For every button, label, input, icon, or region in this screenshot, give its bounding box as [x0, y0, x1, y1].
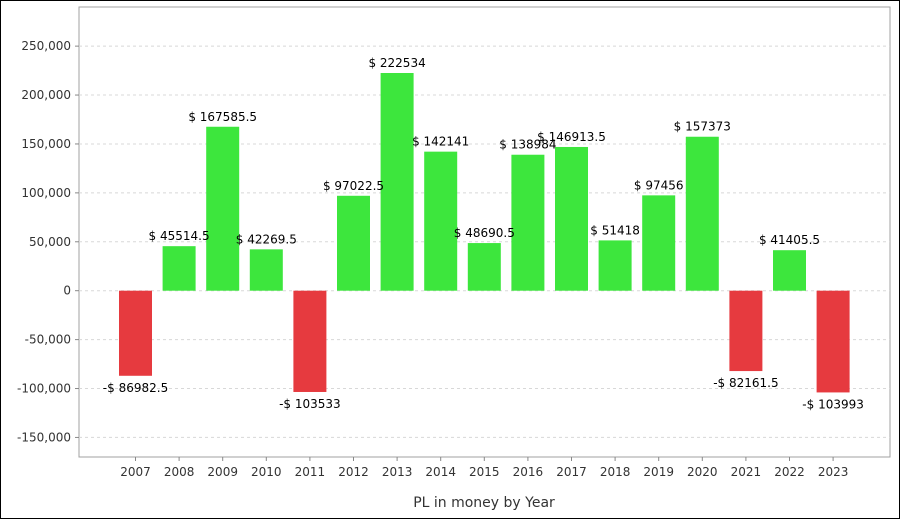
y-tick-label: 250,000 [21, 39, 71, 53]
x-tick-label: 2015 [469, 465, 500, 479]
y-tick-label: 0 [63, 284, 71, 298]
x-tick-label: 2020 [687, 465, 718, 479]
data-label-2014: $ 142141 [412, 135, 469, 149]
data-label-2023: -$ 103993 [802, 397, 864, 411]
data-label-2009: $ 167585.5 [188, 110, 257, 124]
bar-2010 [249, 249, 283, 291]
x-tick-label: 2008 [164, 465, 195, 479]
x-tick-label: 2017 [556, 465, 587, 479]
data-label-2021: -$ 82161.5 [713, 376, 778, 390]
y-tick-label: 50,000 [29, 235, 71, 249]
y-tick-label: -100,000 [17, 382, 71, 396]
y-axis-ticks: 250,000 200,000 150,000 100,000 50,000 0 -50,0… [17, 39, 79, 444]
y-tick-label: 150,000 [21, 137, 71, 151]
bar-2015 [467, 243, 501, 291]
bar-2009 [206, 126, 240, 291]
x-tick-label: 2011 [295, 465, 326, 479]
x-tick-label: 2010 [251, 465, 282, 479]
bar-2013 [380, 72, 414, 291]
bar-2021 [729, 290, 763, 372]
data-label-2012: $ 97022.5 [323, 179, 384, 193]
data-label-2019: $ 97456 [634, 178, 684, 192]
data-label-2015: $ 48690.5 [454, 226, 515, 240]
y-tick-label: -50,000 [25, 333, 71, 347]
data-label-2020: $ 157373 [674, 120, 731, 134]
x-tick-label: 2023 [818, 465, 849, 479]
bar-2007 [119, 290, 152, 376]
bar-2008 [162, 246, 196, 291]
data-label-2016: $ 138984 [499, 138, 556, 152]
y-tick-label: 100,000 [21, 186, 71, 200]
bar-2017 [555, 146, 588, 291]
x-tick-label: 2014 [425, 465, 456, 479]
bar-2019 [642, 195, 676, 291]
data-labels: -$ 86982.5 $ 45514.5 $ 167585.5 $ 42269.5 -$… [103, 56, 864, 411]
bar-2023 [816, 290, 850, 393]
y-tick-label: -150,000 [17, 430, 71, 444]
bar-2012 [337, 195, 370, 291]
bar-2018 [598, 240, 632, 291]
data-label-2011: -$ 103533 [279, 397, 341, 411]
data-label-2007: -$ 86982.5 [103, 381, 168, 395]
bar-2016 [511, 154, 545, 291]
bar-2020 [685, 136, 719, 291]
data-label-2010: $ 42269.5 [236, 232, 297, 246]
x-tick-label: 2021 [731, 465, 762, 479]
bar-2014 [424, 151, 458, 291]
data-label-2017: $ 146913.5 [537, 130, 606, 144]
data-label-2022: $ 41405.5 [759, 233, 820, 247]
x-axis-ticks: 2007 2008 2009 2010 2011 2012 2013 2014 2015 2016… [120, 457, 848, 479]
x-tick-label: 2012 [338, 465, 369, 479]
y-tick-label: 200,000 [21, 88, 71, 102]
data-label-2018: $ 51418 [590, 223, 640, 237]
x-tick-label: 2022 [774, 465, 805, 479]
x-tick-label: 2007 [120, 465, 151, 479]
bars [119, 72, 850, 393]
x-tick-label: 2013 [382, 465, 413, 479]
data-label-2013: $ 222534 [368, 56, 425, 70]
x-tick-label: 2019 [643, 465, 674, 479]
bar-2011 [293, 290, 327, 392]
x-tick-label: 2018 [600, 465, 631, 479]
x-axis-title: PL in money by Year [413, 495, 555, 511]
x-tick-label: 2009 [207, 465, 238, 479]
bar-2022 [773, 250, 806, 291]
x-tick-label: 2016 [513, 465, 544, 479]
data-label-2008: $ 45514.5 [149, 229, 210, 243]
